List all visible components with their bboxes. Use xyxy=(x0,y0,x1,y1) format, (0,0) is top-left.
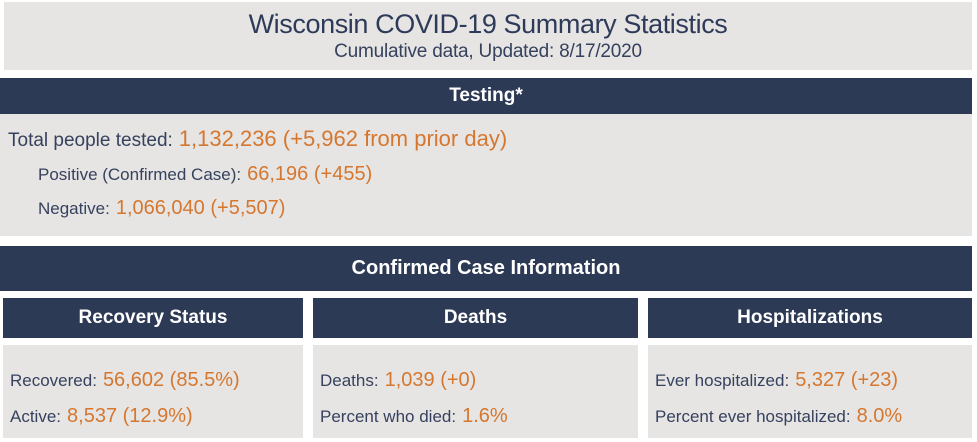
total-tested-value: 1,132,236 (+5,962 from prior day) xyxy=(178,126,508,151)
confirmed-case-section-header: Confirmed Case Information xyxy=(0,246,972,291)
negative-label: Negative: xyxy=(38,199,110,218)
confirmed-case-section-title: Confirmed Case Information xyxy=(351,257,621,279)
deaths-label: Deaths: xyxy=(320,371,379,390)
testing-section-title: Testing* xyxy=(449,85,523,106)
hospitalizations-title: Hospitalizations xyxy=(737,307,883,328)
stat-row-active: Active: 8,537 (12.9%) xyxy=(10,399,303,435)
active-value: 8,537 (12.9%) xyxy=(67,405,193,427)
deaths-value: 1,039 (+0) xyxy=(384,369,477,391)
title-panel: Wisconsin COVID-19 Summary Statistics Cu… xyxy=(4,2,972,70)
percent-died-value: 1.6% xyxy=(462,405,508,427)
recovered-label: Recovered: xyxy=(10,371,97,390)
percent-hospitalized-value: 8.0% xyxy=(856,405,903,427)
stat-row-recovered: Recovered: 56,602 (85.5%) xyxy=(10,363,303,399)
negative-value: 1,066,040 (+5,507) xyxy=(115,197,286,219)
percent-died-label: Percent who died: xyxy=(320,407,457,426)
stat-row-deaths: Deaths: 1,039 (+0) xyxy=(320,363,638,399)
recovery-status-column: Recovery Status Recovered: 56,602 (85.5%)… xyxy=(3,298,303,438)
deaths-column: Deaths Deaths: 1,039 (+0) Percent who die… xyxy=(313,298,638,438)
active-label: Active: xyxy=(10,407,62,426)
page-title: Wisconsin COVID-19 Summary Statistics xyxy=(248,9,728,39)
testing-section-header: Testing* xyxy=(0,78,972,114)
stat-row-percent-died: Percent who died: 1.6% xyxy=(320,399,638,435)
positive-label: Positive (Confirmed Case): xyxy=(38,165,242,184)
stat-row-total-tested: Total people tested: 1,132,236 (+5,962 fr… xyxy=(8,122,972,158)
recovery-status-panel: Recovered: 56,602 (85.5%) Active: 8,537 (1… xyxy=(3,345,303,438)
testing-panel: Total people tested: 1,132,236 (+5,962 fr… xyxy=(0,114,972,236)
recovered-value: 56,602 (85.5%) xyxy=(102,369,240,391)
total-tested-label: Total people tested: xyxy=(8,130,173,151)
positive-value: 66,196 (+455) xyxy=(247,163,373,185)
page-subtitle: Cumulative data, Updated: 8/17/2020 xyxy=(334,41,642,62)
hospitalizations-header: Hospitalizations xyxy=(648,298,972,338)
ever-hospitalized-label: Ever hospitalized: xyxy=(655,371,790,390)
deaths-title: Deaths xyxy=(443,307,508,328)
recovery-status-title: Recovery Status xyxy=(78,307,228,328)
confirmed-case-columns: Recovery Status Recovered: 56,602 (85.5%)… xyxy=(3,298,972,438)
stat-row-positive: Positive (Confirmed Case): 66,196 (+455) xyxy=(8,158,972,192)
stat-row-percent-hospitalized: Percent ever hospitalized: 8.0% xyxy=(655,399,972,435)
recovery-status-header: Recovery Status xyxy=(3,298,303,338)
stat-row-ever-hospitalized: Ever hospitalized: 5,327 (+23) xyxy=(655,363,972,399)
hospitalizations-panel: Ever hospitalized: 5,327 (+23) Percent ev… xyxy=(648,345,972,438)
ever-hospitalized-value: 5,327 (+23) xyxy=(795,369,899,391)
deaths-panel: Deaths: 1,039 (+0) Percent who died: 1.6% xyxy=(313,345,638,438)
deaths-header: Deaths xyxy=(313,298,638,338)
hospitalizations-column: Hospitalizations Ever hospitalized: 5,327… xyxy=(648,298,972,438)
stat-row-negative: Negative: 1,066,040 (+5,507) xyxy=(8,192,972,226)
percent-hospitalized-label: Percent ever hospitalized: xyxy=(655,407,851,426)
